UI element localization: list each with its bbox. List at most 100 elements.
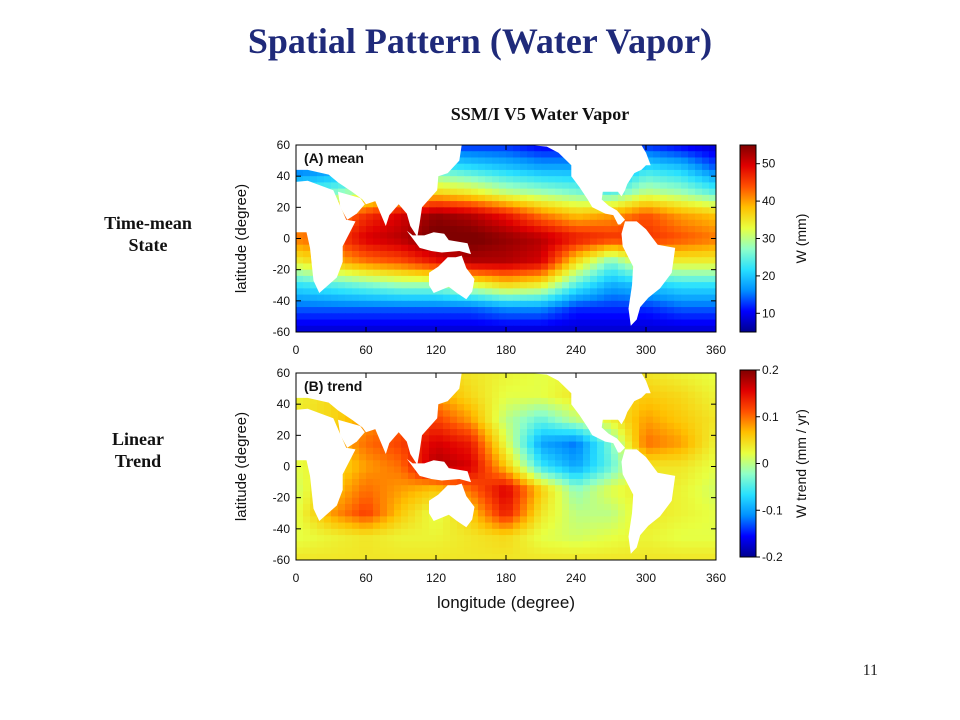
heatmap-cell xyxy=(352,522,360,530)
heatmap-cell xyxy=(401,232,409,240)
heatmap-cell xyxy=(709,325,716,332)
heatmap-cell xyxy=(660,460,668,468)
heatmap-cell xyxy=(611,416,619,424)
heatmap-cell xyxy=(695,541,703,549)
heatmap-cell xyxy=(674,319,682,327)
heatmap-cell xyxy=(485,435,493,443)
heatmap-cell xyxy=(590,275,598,283)
heatmap-cell xyxy=(366,491,374,499)
heatmap-cell xyxy=(520,244,528,252)
heatmap-cell xyxy=(702,454,710,461)
heatmap-cell xyxy=(646,535,654,542)
heatmap-cell xyxy=(674,422,682,430)
heatmap-cell xyxy=(359,269,367,277)
heatmap-cell xyxy=(443,447,451,455)
heatmap-cell xyxy=(499,522,507,530)
heatmap-cell xyxy=(527,547,535,555)
heatmap-cell xyxy=(401,466,409,474)
heatmap-cell xyxy=(604,319,612,327)
heatmap-cell xyxy=(660,397,668,405)
heatmap-cell xyxy=(520,194,528,202)
heatmap-cell xyxy=(303,503,311,511)
heatmap-cell xyxy=(541,219,549,227)
heatmap-cell xyxy=(450,541,458,549)
heatmap-cell xyxy=(660,422,668,430)
heatmap-cell xyxy=(520,238,528,246)
heatmap-cell xyxy=(597,238,605,246)
heatmap-cell xyxy=(590,232,598,240)
heatmap-cell xyxy=(485,503,493,511)
heatmap-cell xyxy=(513,219,521,227)
heatmap-cell xyxy=(513,510,521,517)
heatmap-cell xyxy=(492,553,500,560)
heatmap-cell xyxy=(324,547,332,555)
heatmap-cell xyxy=(513,244,521,252)
heatmap-cell xyxy=(450,404,458,411)
heatmap-cell xyxy=(527,269,535,277)
heatmap-cell xyxy=(702,275,710,283)
heatmap-cell xyxy=(597,441,605,449)
heatmap-cell xyxy=(303,319,311,327)
heatmap-cell xyxy=(660,307,668,314)
heatmap-cell xyxy=(688,535,696,542)
heatmap-cell xyxy=(429,319,437,327)
heatmap-cell xyxy=(492,404,500,411)
heatmap-cell xyxy=(436,404,444,411)
heatmap-cell xyxy=(548,379,556,387)
heatmap-cell xyxy=(660,416,668,424)
heatmap-cell xyxy=(520,294,528,302)
heatmap-cell xyxy=(443,516,451,524)
heatmap-cell xyxy=(569,244,577,252)
heatmap-cell xyxy=(499,429,507,436)
heatmap-cell xyxy=(695,510,703,517)
heatmap-cell xyxy=(597,547,605,555)
heatmap-cell xyxy=(562,410,570,418)
heatmap-cell xyxy=(667,460,675,468)
heatmap-cell xyxy=(296,397,304,405)
heatmap-cell xyxy=(541,163,549,171)
heatmap-cell xyxy=(618,238,626,246)
heatmap-cell xyxy=(548,535,556,542)
heatmap-cell xyxy=(366,300,374,308)
heatmap-cell xyxy=(667,466,675,474)
heatmap-cell xyxy=(660,466,668,474)
heatmap-cell xyxy=(590,250,598,258)
x-tick-label: 180 xyxy=(496,343,516,357)
heatmap-cell xyxy=(639,404,647,411)
heatmap-cell xyxy=(478,232,486,240)
heatmap-cell xyxy=(464,169,472,177)
heatmap-cell xyxy=(471,269,479,277)
heatmap-cell xyxy=(492,294,500,302)
heatmap-cell xyxy=(352,213,360,221)
heatmap-cell xyxy=(478,201,486,208)
heatmap-cell xyxy=(296,275,304,283)
heatmap-cell xyxy=(457,219,465,227)
heatmap-cell xyxy=(702,188,710,196)
heatmap-cell xyxy=(555,497,563,505)
heatmap-cell xyxy=(653,176,661,183)
heatmap-cell xyxy=(471,288,479,296)
heatmap-cell xyxy=(457,307,465,314)
heatmap-cell xyxy=(331,319,339,327)
heatmap-cell xyxy=(499,250,507,258)
heatmap-cell xyxy=(415,288,423,296)
heatmap-cell xyxy=(653,541,661,549)
heatmap-cell xyxy=(478,422,486,430)
heatmap-cell xyxy=(401,325,409,332)
heatmap-cell xyxy=(513,397,521,405)
heatmap-cell xyxy=(688,478,696,486)
heatmap-cell xyxy=(548,157,556,165)
heatmap-cell xyxy=(688,325,696,332)
heatmap-cell xyxy=(702,503,710,511)
heatmap-cell xyxy=(562,157,570,165)
heatmap-cell xyxy=(541,553,549,560)
heatmap-cell xyxy=(436,522,444,530)
heatmap-cell xyxy=(660,282,668,289)
heatmap-cell xyxy=(429,257,437,265)
heatmap-cell xyxy=(555,472,563,480)
heatmap-cell xyxy=(296,238,304,246)
heatmap-cell xyxy=(464,238,472,246)
heatmap-cell xyxy=(688,497,696,505)
heatmap-cell xyxy=(450,478,458,486)
heatmap-cell xyxy=(583,497,591,505)
